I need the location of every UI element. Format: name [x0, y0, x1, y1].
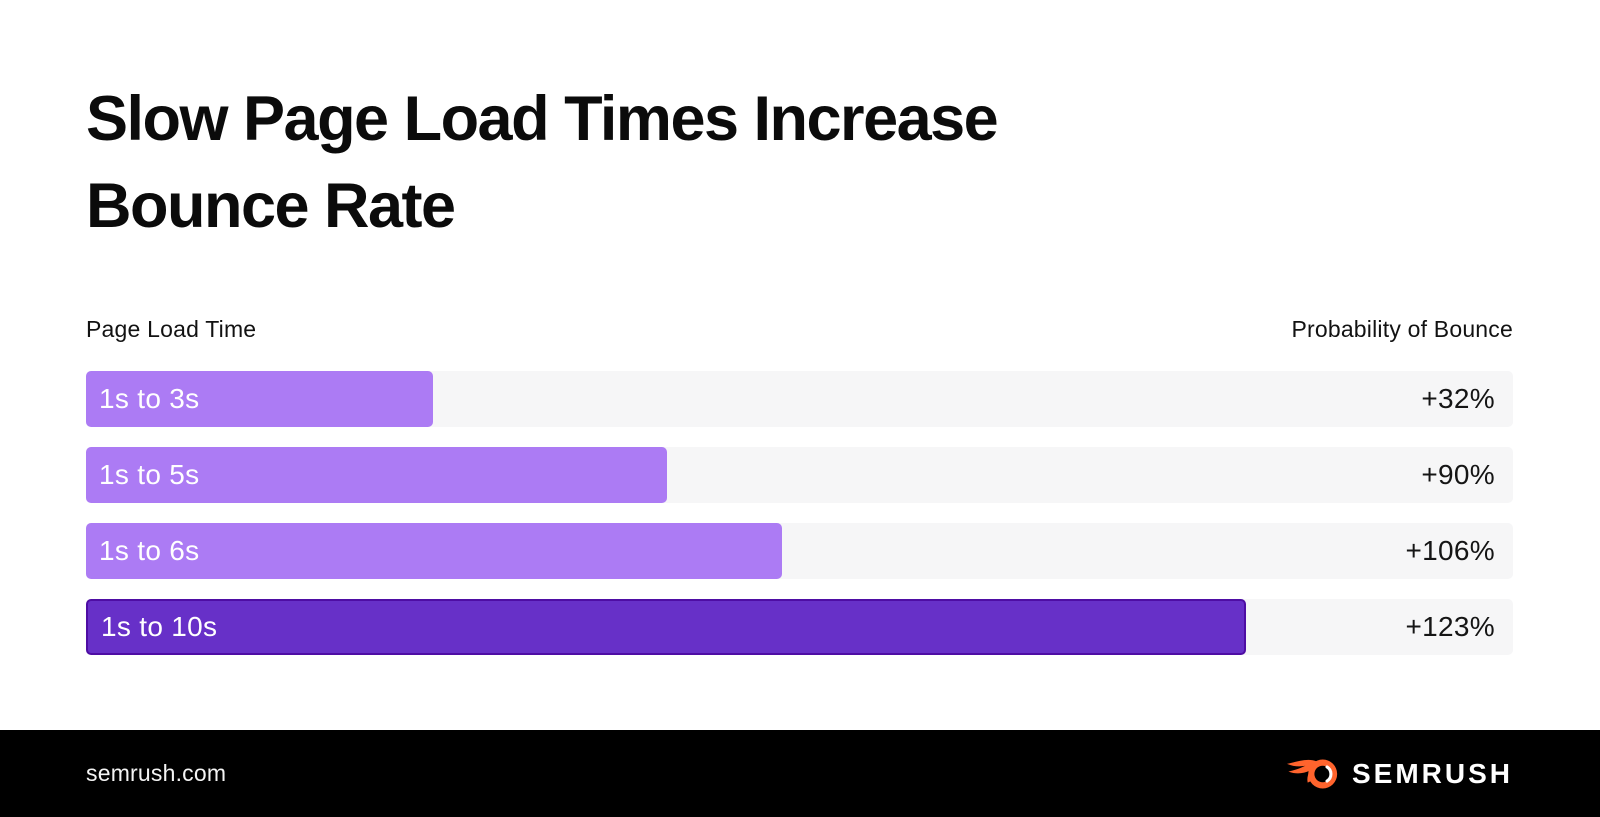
bar-label: 1s to 6s [99, 535, 200, 566]
bar-label: 1s to 3s [99, 383, 200, 414]
bar-row-1s-to-10s: 1s to 10s +123% [86, 599, 1513, 655]
bar-label: 1s to 5s [99, 459, 200, 490]
bar-value: +106% [1405, 535, 1495, 566]
bar-row-1s-to-6s: 1s to 6s +106% [86, 523, 1513, 579]
bar-row-1s-to-5s: 1s to 5s +90% [86, 447, 1513, 503]
brand-wordmark: SEMRUSH [1351, 757, 1513, 789]
bar-chart: 1s to 3s +32% 1s to 5s +90% 1s to 6s +10… [86, 371, 1513, 655]
semrush-logo-icon [1286, 754, 1341, 794]
right-axis-header: Probability of Bounce [1291, 316, 1513, 342]
bar-fill: 1s to 6s [86, 523, 783, 579]
semrush-logo: SEMRUSH [1286, 754, 1513, 794]
bar-value: +123% [1405, 611, 1495, 642]
footer-website-text: semrush.com [86, 760, 227, 786]
footer-bar: semrush.com SEMRUSH [0, 730, 1600, 817]
page-title: Slow Page Load Times Increase Bounce Rat… [86, 0, 1513, 250]
page-title-line-2: Bounce Rate [86, 171, 456, 241]
bar-row-1s-to-3s: 1s to 3s +32% [86, 371, 1513, 427]
page-title-line-1: Slow Page Load Times Increase [86, 84, 999, 154]
chart-content: Slow Page Load Times Increase Bounce Rat… [86, 0, 1513, 655]
bar-fill: 1s to 5s [86, 447, 667, 503]
chart-column-headers: Page Load Time Probability of Bounce [86, 316, 1513, 343]
bar-fill: 1s to 10s [86, 599, 1247, 655]
bar-label: 1s to 10s [101, 611, 218, 642]
bar-value: +90% [1421, 459, 1495, 490]
left-axis-header: Page Load Time [86, 316, 257, 342]
bar-value: +32% [1421, 383, 1495, 414]
bar-fill: 1s to 3s [86, 371, 433, 427]
